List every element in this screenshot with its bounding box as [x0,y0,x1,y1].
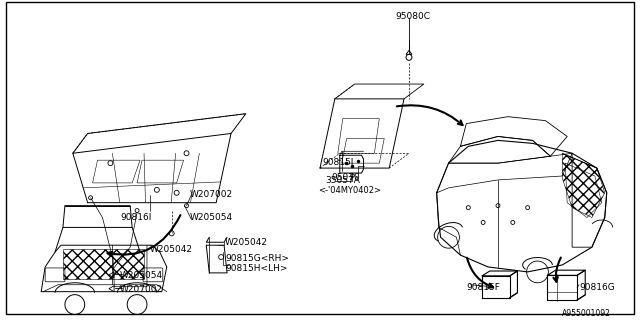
Circle shape [467,206,470,210]
Circle shape [481,220,485,224]
Text: 90815H<LH>: 90815H<LH> [225,264,287,273]
Circle shape [525,206,530,210]
Circle shape [496,204,500,208]
Circle shape [135,209,139,212]
Text: 35057A: 35057A [325,176,360,185]
Circle shape [184,151,189,156]
Circle shape [511,220,515,224]
Text: W207002: W207002 [119,285,163,294]
Text: 90816I: 90816I [120,212,152,221]
Text: W205054: W205054 [119,271,163,280]
Text: 90815I: 90815I [322,158,353,167]
Text: A955001092: A955001092 [562,309,611,318]
Polygon shape [406,51,412,54]
Text: 90815G<RH>: 90815G<RH> [225,254,289,263]
Circle shape [406,54,412,60]
Text: W205054: W205054 [189,212,232,221]
Circle shape [108,161,113,166]
Circle shape [88,196,93,200]
Text: <-'04MY0402>: <-'04MY0402> [318,186,381,195]
Text: 90816G: 90816G [579,283,615,292]
Text: 90815F: 90815F [467,283,500,292]
Bar [63,249,144,279]
Text: W205042: W205042 [150,245,193,254]
Circle shape [174,190,179,195]
Circle shape [154,188,159,192]
Circle shape [184,204,189,208]
Circle shape [219,255,223,260]
Text: 95070: 95070 [332,173,360,182]
Text: W205042: W205042 [225,238,268,247]
Circle shape [169,231,174,236]
Text: W207002: W207002 [189,190,232,199]
Text: 95080C: 95080C [395,12,430,21]
